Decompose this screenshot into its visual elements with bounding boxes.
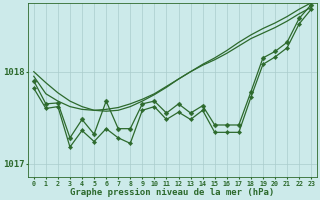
X-axis label: Graphe pression niveau de la mer (hPa): Graphe pression niveau de la mer (hPa) — [70, 188, 275, 197]
